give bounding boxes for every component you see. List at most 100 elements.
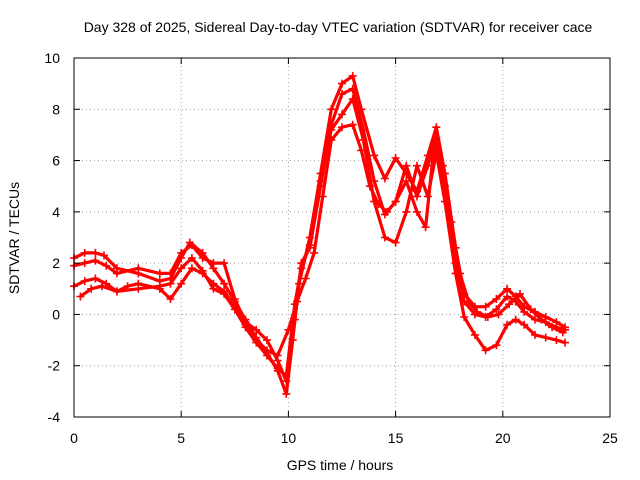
data-point-marker <box>187 264 196 273</box>
data-point-marker <box>432 133 441 142</box>
data-point-marker <box>100 251 108 260</box>
data-point-marker <box>348 71 357 80</box>
series-line-track-2 <box>72 87 567 383</box>
data-point-marker <box>413 192 421 201</box>
data-point-marker <box>348 95 357 103</box>
data-point-marker <box>198 254 207 262</box>
x-tick-label: 5 <box>177 430 185 446</box>
data-point-marker <box>293 297 301 306</box>
data-point-marker <box>327 105 336 114</box>
x-tick-label: 20 <box>495 430 511 446</box>
data-point-marker <box>552 336 561 345</box>
data-point-marker <box>284 325 293 334</box>
data-point-marker <box>391 238 400 247</box>
data-point-marker <box>473 307 482 316</box>
data-point-marker <box>310 248 319 257</box>
data-point-marker <box>166 295 175 303</box>
data-point-marker <box>220 259 229 268</box>
data-point-marker <box>447 218 456 227</box>
data-point-marker <box>421 223 430 232</box>
data-point-marker <box>177 264 186 273</box>
data-point-marker <box>359 136 368 145</box>
data-point-marker <box>91 248 100 257</box>
chart-title: Day 328 of 2025, Sidereal Day-to-day VTE… <box>84 19 593 35</box>
data-point-marker <box>91 256 100 265</box>
data-point-marker <box>209 279 218 288</box>
y-tick-label: 2 <box>52 255 60 271</box>
data-point-marker <box>481 302 490 311</box>
data-point-marker <box>327 125 336 134</box>
data-point-marker <box>402 161 411 170</box>
data-point-marker <box>460 313 469 321</box>
data-point-marker <box>187 241 196 250</box>
y-tick-label: 8 <box>52 101 60 117</box>
data-point-marker <box>338 89 346 98</box>
data-point-marker <box>537 315 546 324</box>
series-line-track-4 <box>78 123 565 358</box>
data-point-marker <box>327 136 336 145</box>
data-point-marker <box>187 254 196 262</box>
data-point-marker <box>80 248 89 257</box>
data-point-marker <box>481 346 490 355</box>
data-point-marker <box>209 259 218 268</box>
data-point-marker <box>241 320 250 329</box>
data-point-marker <box>316 177 325 186</box>
data-point-marker <box>370 151 379 160</box>
data-point-marker <box>548 323 557 332</box>
y-tick-label: 10 <box>44 50 60 66</box>
x-axis-label: GPS time / hours <box>287 457 394 473</box>
data-point-marker <box>273 351 282 360</box>
data-point-marker <box>338 110 346 119</box>
data-point-marker <box>134 264 143 273</box>
x-axis: 0 5 10 15 20 25 <box>70 58 618 446</box>
data-point-marker <box>365 182 374 191</box>
data-point-marker <box>76 292 85 301</box>
data-point-marker <box>80 277 89 286</box>
data-point-marker <box>455 269 464 278</box>
data-point-marker <box>561 338 569 347</box>
data-point-marker <box>516 289 524 298</box>
data-point-marker <box>348 84 357 93</box>
data-point-marker <box>230 302 239 311</box>
data-point-marker <box>177 279 186 288</box>
y-tick-label: 6 <box>52 153 60 169</box>
x-tick-label: 10 <box>281 430 297 446</box>
data-point-marker <box>520 307 529 316</box>
data-point-marker <box>155 269 164 278</box>
y-tick-label: 4 <box>52 204 60 220</box>
data-point-marker <box>503 320 512 329</box>
data-point-marker <box>252 336 261 345</box>
data-point-marker <box>558 328 567 337</box>
data-point-marker <box>198 269 207 278</box>
data-point-marker <box>520 320 529 329</box>
data-point-marker <box>380 174 389 183</box>
data-point-marker <box>438 161 447 170</box>
grid-lines <box>74 58 610 417</box>
data-point-marker <box>230 295 239 303</box>
data-point-marker <box>511 315 520 324</box>
x-tick-label: 0 <box>70 430 78 446</box>
data-point-marker <box>97 282 106 291</box>
data-point-marker <box>383 207 391 216</box>
data-point-marker <box>102 261 111 270</box>
data-point-marker <box>391 197 400 206</box>
data-point-marker <box>402 177 411 186</box>
data-point-marker <box>526 305 535 314</box>
data-point-marker <box>177 248 186 257</box>
data-point-marker <box>413 161 421 170</box>
y-axis: -4 -2 0 2 4 6 8 10 <box>44 50 610 425</box>
data-point-marker <box>301 274 310 283</box>
data-point-marker <box>282 372 291 380</box>
data-point-marker <box>252 325 261 334</box>
data-point-marker <box>494 310 503 319</box>
y-tick-label: -2 <box>48 358 61 374</box>
data-point-marker <box>492 305 501 314</box>
data-point-marker <box>91 274 100 283</box>
data-point-marker <box>263 346 271 355</box>
data-point-marker <box>380 233 389 242</box>
data-point-marker <box>166 279 175 288</box>
data-point-marker <box>470 330 479 339</box>
series-line-track-3 <box>72 97 567 378</box>
data-point-marker <box>357 146 366 155</box>
data-point-marker <box>134 279 143 288</box>
